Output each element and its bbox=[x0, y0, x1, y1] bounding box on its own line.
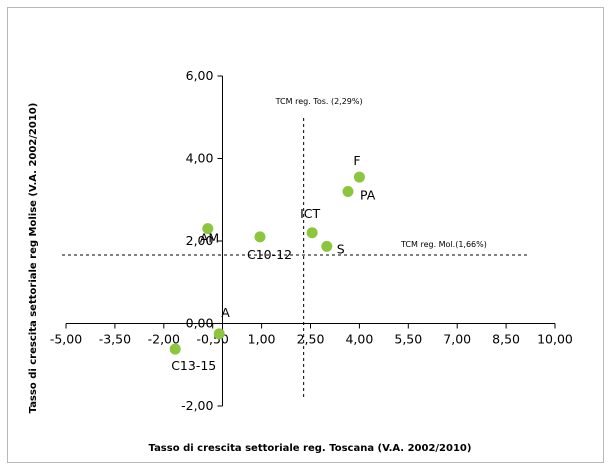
data-point-a bbox=[213, 328, 225, 340]
y-tick-label: 0,00 bbox=[186, 316, 214, 331]
y-tick-label: 4,00 bbox=[186, 151, 214, 166]
ticks: -5,00 -3,50 -2,00 -0,50 1,00 2,50 4,00 5,50 7,00… bbox=[50, 68, 573, 413]
x-tick-label: -5,00 bbox=[50, 332, 82, 347]
point-label-c10-12: C10-12 bbox=[247, 247, 292, 262]
point-label-s: S bbox=[337, 241, 345, 256]
x-tick-label: -2,00 bbox=[148, 332, 180, 347]
data-point-s bbox=[321, 240, 333, 252]
data-points: F PA ICT S AM C10-12 A C13-15 bbox=[169, 153, 376, 373]
x-tick-label: 7,00 bbox=[443, 332, 471, 347]
data-point-c10-12 bbox=[254, 231, 266, 243]
chart-frame bbox=[7, 7, 604, 463]
data-point-am bbox=[202, 223, 214, 235]
point-label-a: A bbox=[221, 305, 230, 320]
data-point-f bbox=[353, 171, 365, 183]
x-axis-title: Tasso di crescita settoriale reg. Toscan… bbox=[149, 443, 472, 454]
x-tick-label: 10,00 bbox=[537, 332, 573, 347]
point-label-pa: PA bbox=[360, 188, 376, 203]
y-axis-title: Tasso di crescita settoriale reg Molise … bbox=[28, 103, 39, 414]
y-tick-label: 6,00 bbox=[186, 68, 214, 83]
x-tick-label: 4,00 bbox=[345, 332, 373, 347]
point-label-am: AM bbox=[200, 231, 219, 246]
x-tick-label: 8,50 bbox=[492, 332, 520, 347]
point-label-c13-15: C13-15 bbox=[171, 358, 216, 373]
y-tick-label: -2,00 bbox=[181, 398, 213, 413]
reference-lines: TCM reg. Tos. (2,29%) TCM reg. Mol.(1,66%… bbox=[62, 97, 527, 398]
data-point-ict bbox=[306, 227, 318, 239]
data-point-pa bbox=[342, 186, 354, 197]
ref-label-molise: TCM reg. Mol.(1,66%) bbox=[400, 240, 487, 249]
ref-label-toscana: TCM reg. Tos. (2,29%) bbox=[275, 97, 363, 106]
x-tick-label: 1,00 bbox=[248, 332, 276, 347]
x-tick-label: 5,50 bbox=[394, 332, 422, 347]
data-point-c13-15 bbox=[169, 343, 181, 355]
x-tick-label: 2,50 bbox=[297, 332, 325, 347]
y-tick-label: 2,00 bbox=[186, 233, 214, 248]
point-label-ict: ICT bbox=[300, 206, 320, 221]
point-label-f: F bbox=[353, 153, 360, 168]
x-tick-label: -3,50 bbox=[99, 332, 131, 347]
